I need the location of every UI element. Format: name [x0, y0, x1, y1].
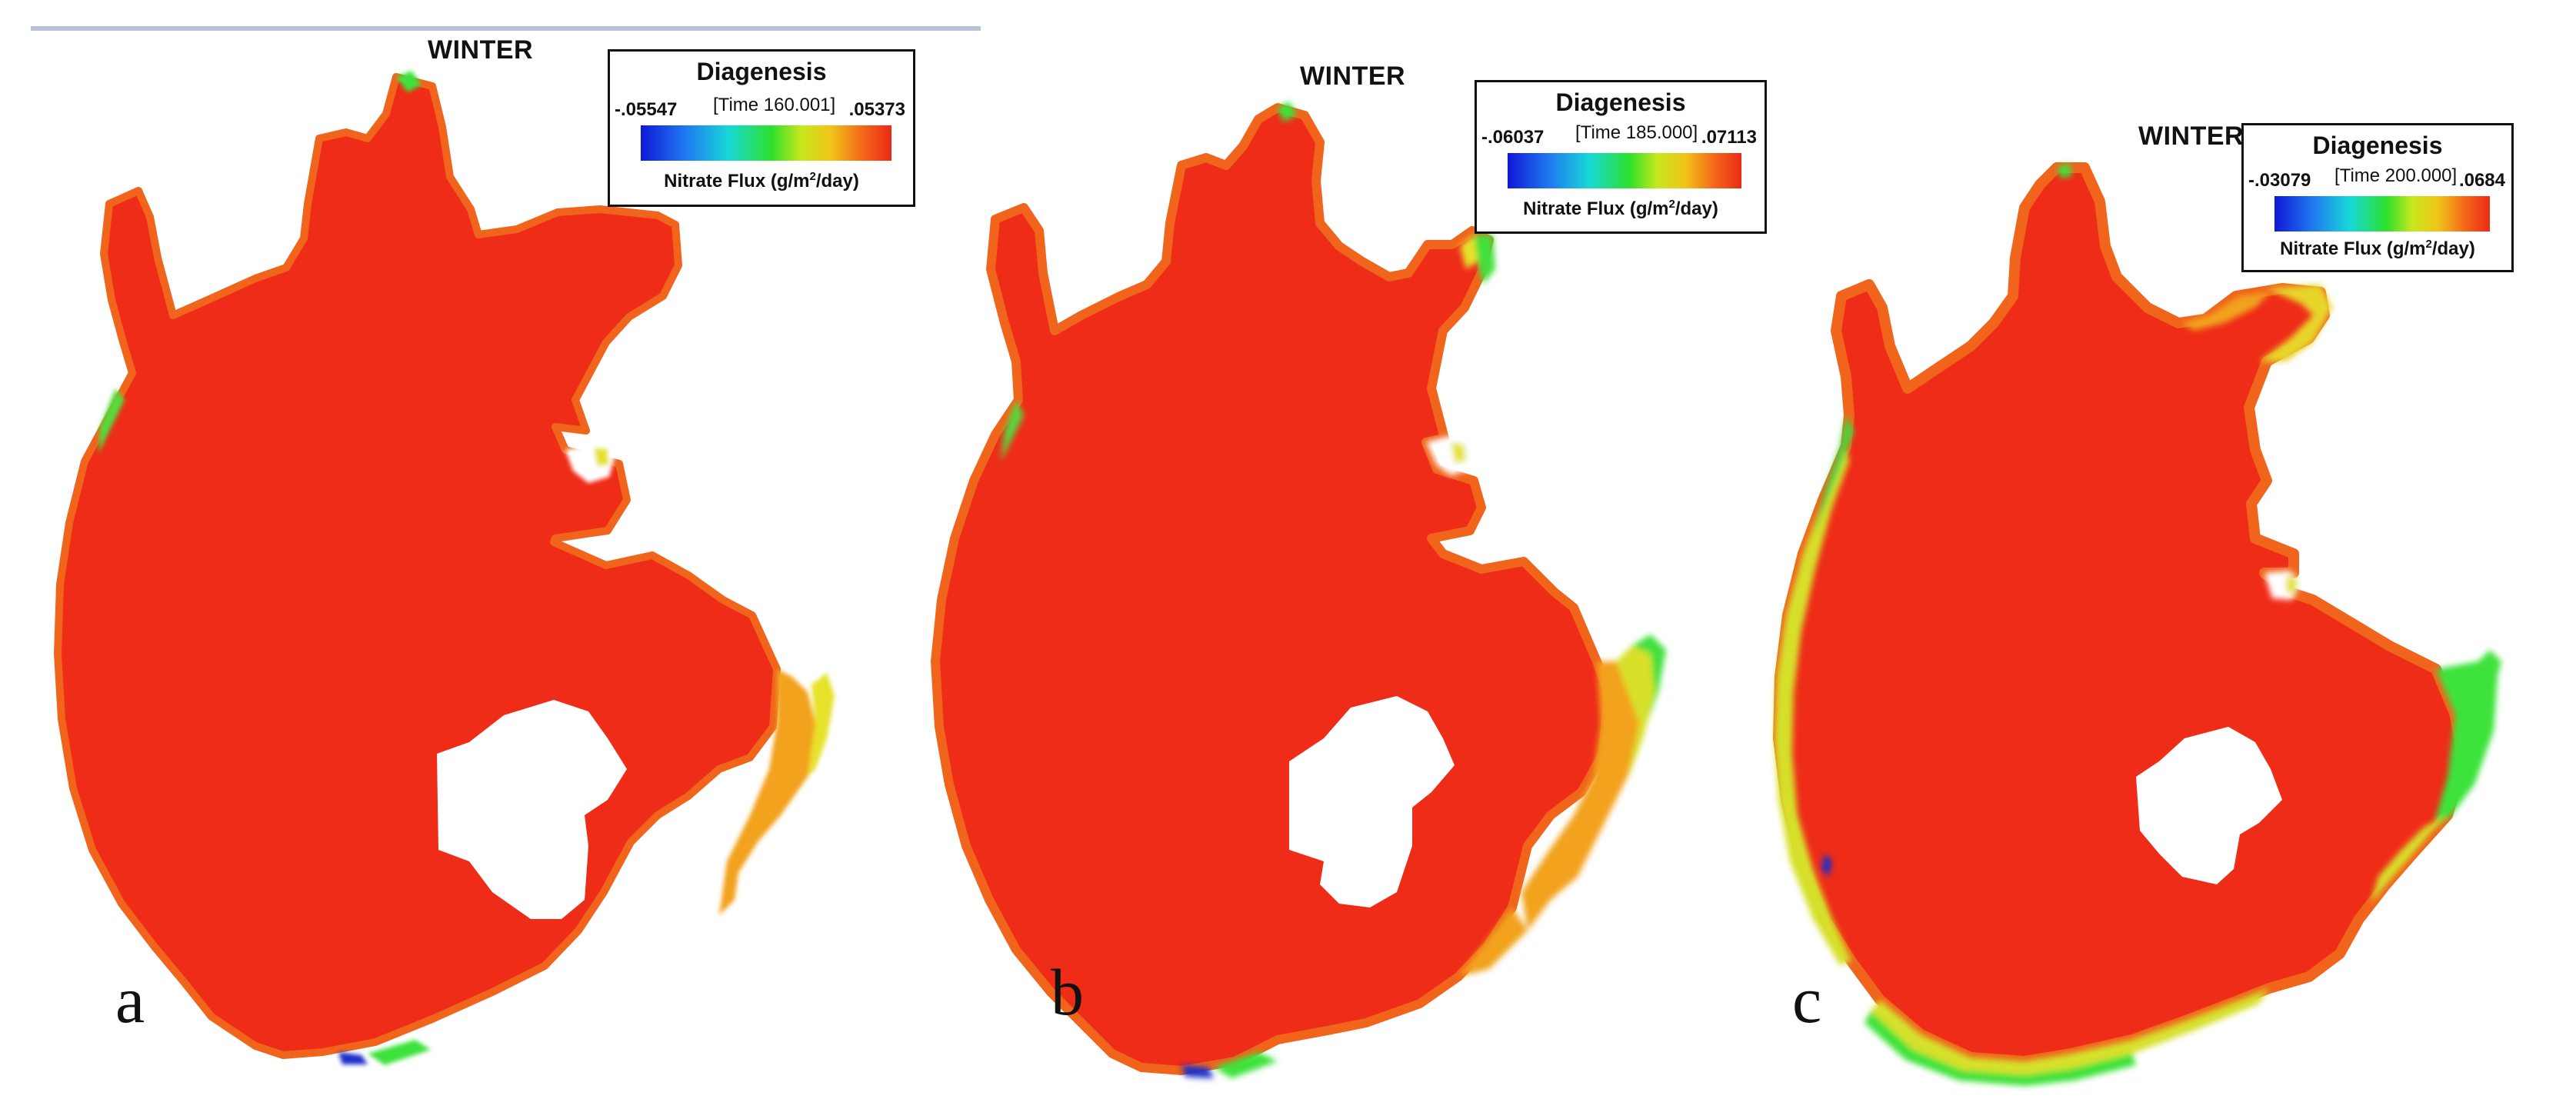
south-shore-yellow-c [1871, 988, 2269, 1075]
island-1-b [1289, 696, 1455, 908]
east-shore-yellow-b [1616, 646, 1655, 777]
season-label-c: WINTER [2138, 122, 2244, 151]
legend-c: Diagenesis -.03079 [Time 200.000] .0684 … [2241, 123, 2514, 272]
north-lobe-orange-c [2182, 292, 2271, 331]
legend-time-c: [Time 200.000] [2334, 165, 2458, 186]
south-shore-green-c [1865, 1011, 2136, 1086]
west-shore-green-b [1001, 400, 1024, 461]
ne-lobe-green-b [1474, 235, 1495, 285]
legend-units-b: Nitrate Flux (g/m2/day) [1523, 198, 1718, 219]
map-panel-c: WINTER Diagenesis -.03079 [Time 200.000]… [1717, 0, 2575, 1099]
island-1-c [2136, 727, 2282, 884]
panel-letter-b: b [1051, 955, 1084, 1029]
lake-map-a [54, 71, 835, 1065]
color-scale-bar-c [2274, 196, 2490, 231]
legend-max-b: .07113 [1701, 127, 1757, 148]
east-shore-green-c [2432, 661, 2498, 831]
season-label-a: WINTER [428, 35, 534, 65]
north-tip-green-c [2057, 163, 2072, 178]
legend-min-a: -.05547 [615, 99, 678, 120]
legend-units-c: Nitrate Flux (g/m2/day) [2280, 238, 2475, 259]
south-green-a [368, 1040, 431, 1065]
west-shore-green-c [1813, 415, 1854, 538]
island-1-a [437, 700, 627, 919]
map-panel-a: WINTER Diagenesis -.05547 [Time 160.001]… [0, 0, 915, 1099]
south-green-b [1214, 1052, 1278, 1078]
top-divider-line [31, 26, 981, 31]
legend-a: Diagenesis -.05547 [Time 160.001] .05373… [608, 49, 915, 207]
ne-lobe-yellow-c [2259, 285, 2332, 361]
lake-body-a [54, 73, 781, 1059]
east-shore-green-b [1631, 634, 1666, 723]
inlet-yellow-a [594, 448, 609, 466]
west-shore-yellow-c [1775, 446, 1851, 965]
map-panel-b: WINTER Diagenesis -.06037 [Time 185.000]… [858, 0, 1767, 1099]
legend-title-b: Diagenesis [1555, 88, 1686, 116]
south-blue-a [338, 1052, 368, 1064]
lake-body-c [1773, 162, 2468, 1067]
east-shore-yellow-a [808, 673, 835, 777]
lake-map-b [931, 102, 1666, 1078]
legend-units-a: Nitrate Flux (g/m2/day) [664, 170, 859, 191]
legend-max-c: .0684 [2458, 170, 2505, 191]
inlet-yellow-c [2286, 575, 2298, 594]
east-tip-c [2478, 650, 2501, 677]
east-shore-patch-a [719, 669, 815, 915]
west-shore-green-a [98, 388, 125, 454]
legend-min-c: -.03079 [2248, 170, 2311, 191]
legend-min-b: -.06037 [1481, 127, 1545, 148]
north-tip-green-b [1278, 102, 1297, 122]
legend-title-a: Diagenesis [696, 58, 827, 85]
south-blue-b [1181, 1065, 1214, 1078]
north-tip-green-a [396, 71, 422, 92]
legend-max-a: .05373 [848, 99, 905, 120]
east-shore-patch-b [1521, 661, 1643, 931]
panel-letter-c: c [1792, 963, 1822, 1037]
color-scale-bar-b [1508, 153, 1741, 188]
ne-lobe-yellow-b [1460, 235, 1478, 269]
legend-time-b: [Time 185.000] [1575, 122, 1698, 143]
color-scale-bar-a [641, 125, 891, 161]
inlet-yellow-b [1451, 442, 1466, 463]
sw-blue-c [1821, 854, 1832, 877]
legend-title-c: Diagenesis [2312, 132, 2443, 159]
legend-b: Diagenesis -.06037 [Time 185.000] .07113… [1475, 80, 1767, 234]
panel-letter-a: a [115, 963, 145, 1037]
season-label-b: WINTER [1300, 62, 1406, 91]
legend-time-a: [Time 160.001] [713, 95, 836, 115]
lake-map-c [1773, 162, 2501, 1086]
south-orange-b [1458, 908, 1528, 977]
